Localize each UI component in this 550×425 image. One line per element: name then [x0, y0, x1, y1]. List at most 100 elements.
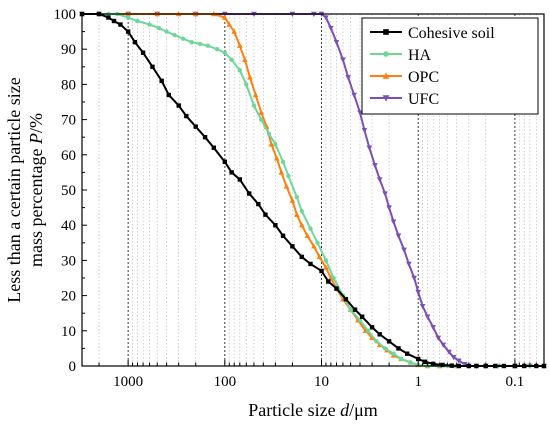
- data-point: [156, 25, 162, 31]
- legend-item: UFC: [370, 91, 439, 108]
- data-point: [308, 226, 313, 231]
- data-point: [365, 328, 371, 333]
- legend-item: HA: [370, 47, 432, 64]
- data-point: [172, 32, 177, 38]
- data-point: [256, 201, 261, 207]
- axis-ticks: 1000 100 10 1 0.1 0 10 20 30 40 50 60 70 80 90 100: [54, 7, 545, 390]
- data-point: [366, 145, 373, 151]
- data-point: [352, 307, 358, 312]
- data-point: [461, 362, 468, 368]
- legend-label: UFC: [408, 91, 439, 108]
- y-tick-label: 80: [61, 77, 76, 93]
- data-point: [440, 342, 447, 348]
- data-point: [359, 314, 365, 319]
- data-point: [197, 41, 203, 47]
- x-tick-label: 10: [314, 374, 329, 390]
- data-point: [343, 296, 349, 302]
- y-tick-label: 60: [61, 148, 76, 164]
- data-point: [118, 22, 123, 27]
- data-point: [268, 141, 275, 147]
- data-point: [242, 56, 248, 62]
- data-point: [125, 29, 131, 34]
- data-point: [446, 349, 452, 355]
- data-point: [328, 25, 334, 32]
- data-point: [180, 36, 186, 41]
- data-point: [382, 346, 388, 351]
- data-point: [331, 275, 336, 281]
- data-point: [132, 39, 138, 45]
- data-point: [147, 22, 152, 27]
- data-point: [211, 145, 217, 150]
- data-point: [286, 173, 291, 179]
- data-point: [415, 289, 422, 296]
- data-point: [424, 314, 431, 320]
- data-point: [408, 360, 413, 365]
- data-point: [294, 211, 300, 217]
- data-point: [193, 124, 198, 129]
- x-tick-label: 1: [414, 374, 422, 390]
- y-tick-label: 100: [54, 7, 77, 23]
- data-point: [246, 191, 252, 196]
- data-point: [315, 240, 320, 245]
- data-point: [299, 208, 304, 214]
- data-point: [406, 261, 412, 267]
- data-point: [222, 159, 228, 165]
- data-point: [140, 50, 146, 55]
- data-point: [308, 261, 313, 267]
- data-point: [259, 117, 264, 122]
- y-tick-label: 50: [61, 183, 76, 199]
- legend-label: OPC: [408, 69, 439, 86]
- data-point: [419, 303, 426, 310]
- data-point: [226, 21, 233, 27]
- data-point: [166, 92, 171, 98]
- data-point: [247, 74, 253, 80]
- data-point: [374, 339, 379, 344]
- x-axis-title: Particle size d/μm: [248, 400, 378, 420]
- data-point: [222, 50, 228, 55]
- legend-item: OPC: [370, 69, 439, 86]
- data-point: [258, 109, 265, 115]
- y-tick-label: 10: [61, 324, 76, 340]
- data-point: [386, 205, 392, 211]
- data-point: [237, 177, 243, 182]
- data-point: [435, 335, 442, 341]
- data-point: [323, 264, 329, 270]
- data-point: [289, 197, 296, 203]
- data-point: [237, 42, 243, 48]
- data-point: [189, 39, 194, 45]
- y-axis-title-prefix: mass percentage: [26, 144, 46, 267]
- data-point: [333, 39, 340, 46]
- data-point: [340, 57, 346, 63]
- data-point: [244, 82, 249, 87]
- x-tick-label: 0.1: [506, 374, 525, 390]
- data-point: [298, 222, 305, 228]
- data-point: [251, 103, 257, 108]
- data-point: [229, 170, 234, 175]
- data-point: [214, 47, 220, 52]
- data-point: [323, 258, 329, 263]
- legend-label: HA: [408, 47, 432, 64]
- data-point: [323, 15, 329, 21]
- x-axis-title-prefix: Particle size: [248, 400, 340, 420]
- data-point: [176, 103, 181, 108]
- data-point: [430, 325, 436, 331]
- data-point: [111, 18, 117, 24]
- data-point: [205, 43, 210, 48]
- y-tick-label: 70: [61, 113, 76, 129]
- data-point: [450, 355, 457, 361]
- y-tick-label: 20: [61, 289, 76, 305]
- data-point: [263, 212, 268, 217]
- data-point: [266, 131, 272, 136]
- data-point: [304, 232, 311, 238]
- data-point: [382, 72, 390, 79]
- data-point: [382, 95, 390, 102]
- data-point: [299, 254, 304, 260]
- grid-lines: [81, 14, 545, 366]
- x-axis-title-symbol: d: [340, 400, 350, 420]
- data-point: [319, 268, 324, 274]
- data-point: [411, 275, 418, 281]
- y-axis-title-line1: Less than a certain particle size: [4, 77, 24, 302]
- legend-item: Cohesive soil: [370, 25, 495, 42]
- y-axis-title-unit: /%: [26, 113, 46, 133]
- data-point: [361, 127, 368, 134]
